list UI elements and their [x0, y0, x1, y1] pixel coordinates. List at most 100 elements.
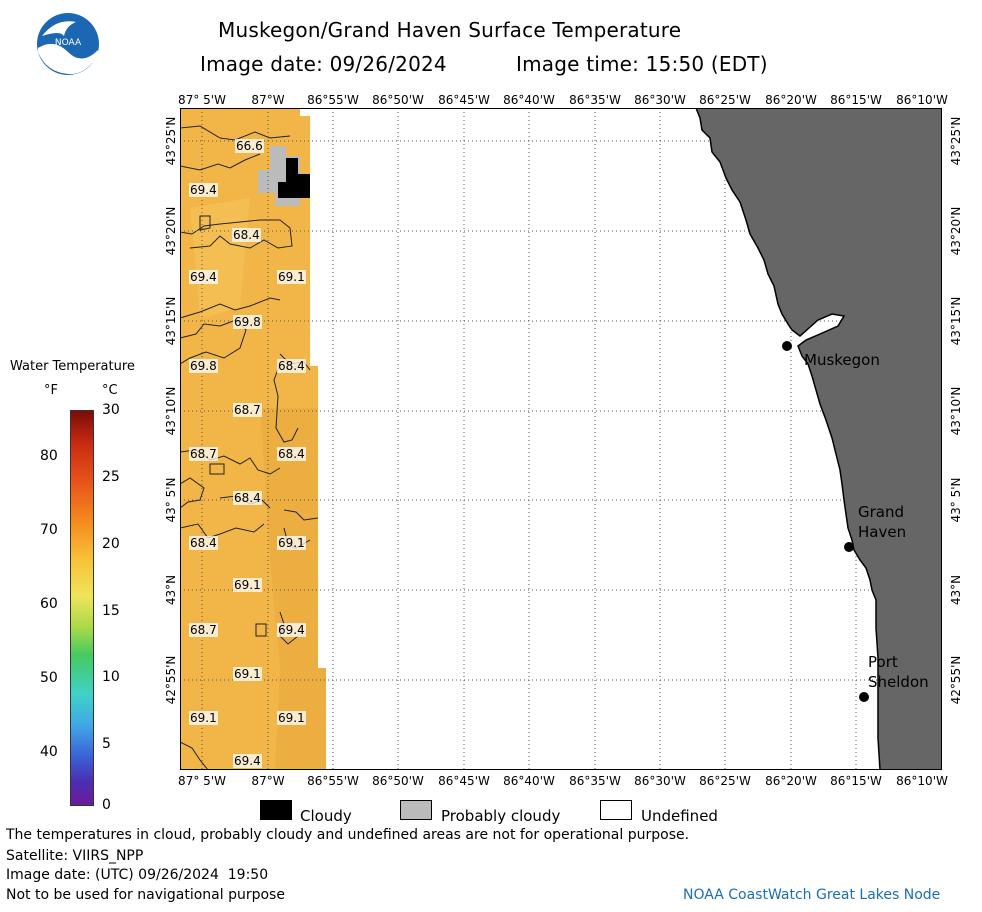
- probably-cloudy-swatch: [400, 800, 432, 820]
- temp-label: 69.4: [277, 623, 306, 637]
- lat-label: 43°25'N: [164, 116, 178, 166]
- colorbar-unit-f: °F: [44, 383, 58, 398]
- temp-label: 68.7: [233, 403, 262, 417]
- colorbar-c-tick: 10: [102, 669, 120, 685]
- lon-label: 86°30'W: [634, 93, 686, 107]
- colorbar-c-tick: 20: [102, 536, 120, 552]
- lat-label: 43°15'N: [164, 296, 178, 346]
- colorbar-f-tick: 80: [40, 448, 58, 464]
- image-date: Image date: 09/26/2024: [200, 52, 447, 76]
- colorbar-title: Water Temperature: [10, 359, 135, 374]
- lat-label: 43°20'N: [949, 206, 963, 256]
- colorbar-f-tick: 40: [40, 744, 58, 760]
- colorbar-unit-c: °C: [102, 383, 118, 398]
- disclaimer: The temperatures in cloud, probably clou…: [6, 827, 690, 843]
- colorbar-f-tick: 50: [40, 670, 58, 686]
- lon-label: 86°15'W: [830, 93, 882, 107]
- lon-label: 86°45'W: [438, 774, 490, 788]
- muskegon-label: Muskegon: [804, 351, 880, 369]
- temp-label: 69.1: [233, 578, 262, 592]
- temp-label: 69.1: [233, 667, 262, 681]
- lon-label: 87° 5'W: [178, 774, 226, 788]
- lon-label: 86°20'W: [765, 93, 817, 107]
- lat-label: 43°N: [164, 574, 178, 606]
- temp-label: 68.4: [233, 491, 262, 505]
- colorbar-c-tick: 25: [102, 469, 120, 485]
- lat-label: 43°10'N: [949, 386, 963, 436]
- temp-label: 69.4: [233, 754, 262, 768]
- lat-label: 43°10'N: [164, 386, 178, 436]
- colorbar-f-tick: 70: [40, 522, 58, 538]
- lat-label: 43° 5'N: [949, 477, 963, 523]
- cloudy-label: Cloudy: [300, 807, 352, 825]
- lon-label: 86°50'W: [372, 93, 424, 107]
- cloudy-swatch: [260, 800, 292, 820]
- colorbar-c-tick: 30: [102, 402, 120, 418]
- lon-label: 86°50'W: [372, 774, 424, 788]
- credit-label: NOAA CoastWatch Great Lakes Node: [683, 887, 941, 903]
- colorbar-c-tick: 0: [102, 797, 111, 813]
- temp-label: 69.8: [189, 359, 218, 373]
- noaa-logo-icon: NOAA: [37, 13, 99, 75]
- land-area: [695, 108, 942, 770]
- nav-warning: Not to be used for navigational purpose: [6, 887, 285, 903]
- lon-label: 87°W: [251, 774, 285, 788]
- temp-label: 69.1: [277, 270, 306, 284]
- colorbar: [70, 410, 94, 806]
- temp-label: 69.1: [277, 536, 306, 550]
- graticule: [180, 108, 942, 770]
- page-title: Muskegon/Grand Haven Surface Temperature: [218, 18, 682, 42]
- image-time: Image time: 15:50 (EDT): [516, 52, 768, 76]
- temp-label: 68.4: [189, 536, 218, 550]
- temp-label: 66.6: [235, 139, 264, 153]
- lat-label: 43°20'N: [164, 206, 178, 256]
- map-frame: 66.6 69.4 68.4 69.4 69.1 69.8 69.8 68.4 …: [180, 108, 942, 770]
- lon-label: 87° 5'W: [178, 93, 226, 107]
- lat-label: 42°55'N: [164, 655, 178, 705]
- satellite-info: Satellite: VIIRS_NPP: [6, 848, 144, 864]
- lon-label: 86°20'W: [765, 774, 817, 788]
- lat-label: 43°N: [949, 574, 963, 606]
- lon-label: 86°10'W: [896, 93, 948, 107]
- cloudy-area: [278, 158, 310, 198]
- lon-label: 86°55'W: [307, 93, 359, 107]
- muskegon-marker: [782, 341, 792, 351]
- temperature-swath-shade: [260, 408, 326, 770]
- port-sheldon-marker: [859, 692, 869, 702]
- lon-label: 86°35'W: [569, 93, 621, 107]
- lon-label: 86°25'W: [699, 93, 751, 107]
- temp-label: 68.7: [189, 623, 218, 637]
- undefined-swatch: [600, 800, 632, 820]
- noaa-logo: NOAA: [36, 12, 100, 76]
- temp-label: 69.4: [189, 183, 218, 197]
- lon-label: 86°25'W: [699, 774, 751, 788]
- temp-label: 69.4: [189, 270, 218, 284]
- lat-label: 43° 5'N: [164, 477, 178, 523]
- lon-label: 86°55'W: [307, 774, 359, 788]
- lon-label: 86°40'W: [503, 93, 555, 107]
- undefined-label: Undefined: [641, 807, 718, 825]
- temp-label: 68.4: [277, 447, 306, 461]
- grand-haven-label: Grand Haven: [858, 503, 907, 541]
- grand-haven-marker: [844, 542, 854, 552]
- temp-label: 69.1: [277, 711, 306, 725]
- temp-label: 69.8: [233, 315, 262, 329]
- lon-label: 86°45'W: [438, 93, 490, 107]
- utc-date: Image date: (UTC) 09/26/2024 19:50: [6, 867, 269, 883]
- map-canvas: [180, 108, 942, 770]
- temp-label: 68.7: [189, 447, 218, 461]
- temp-label: 68.4: [277, 359, 306, 373]
- port-sheldon-label: Port Sheldon: [868, 653, 929, 691]
- lon-label: 86°35'W: [569, 774, 621, 788]
- temp-label: 68.4: [232, 228, 261, 242]
- colorbar-f-tick: 60: [40, 596, 58, 612]
- lat-label: 42°55'N: [949, 655, 963, 705]
- lon-label: 86°10'W: [896, 774, 948, 788]
- temp-label: 69.1: [189, 711, 218, 725]
- lat-label: 43°15'N: [949, 296, 963, 346]
- lon-label: 86°40'W: [503, 774, 555, 788]
- lon-label: 86°15'W: [830, 774, 882, 788]
- svg-text:NOAA: NOAA: [55, 38, 82, 48]
- lon-label: 87°W: [251, 93, 285, 107]
- probably-cloudy-label: Probably cloudy: [441, 807, 561, 825]
